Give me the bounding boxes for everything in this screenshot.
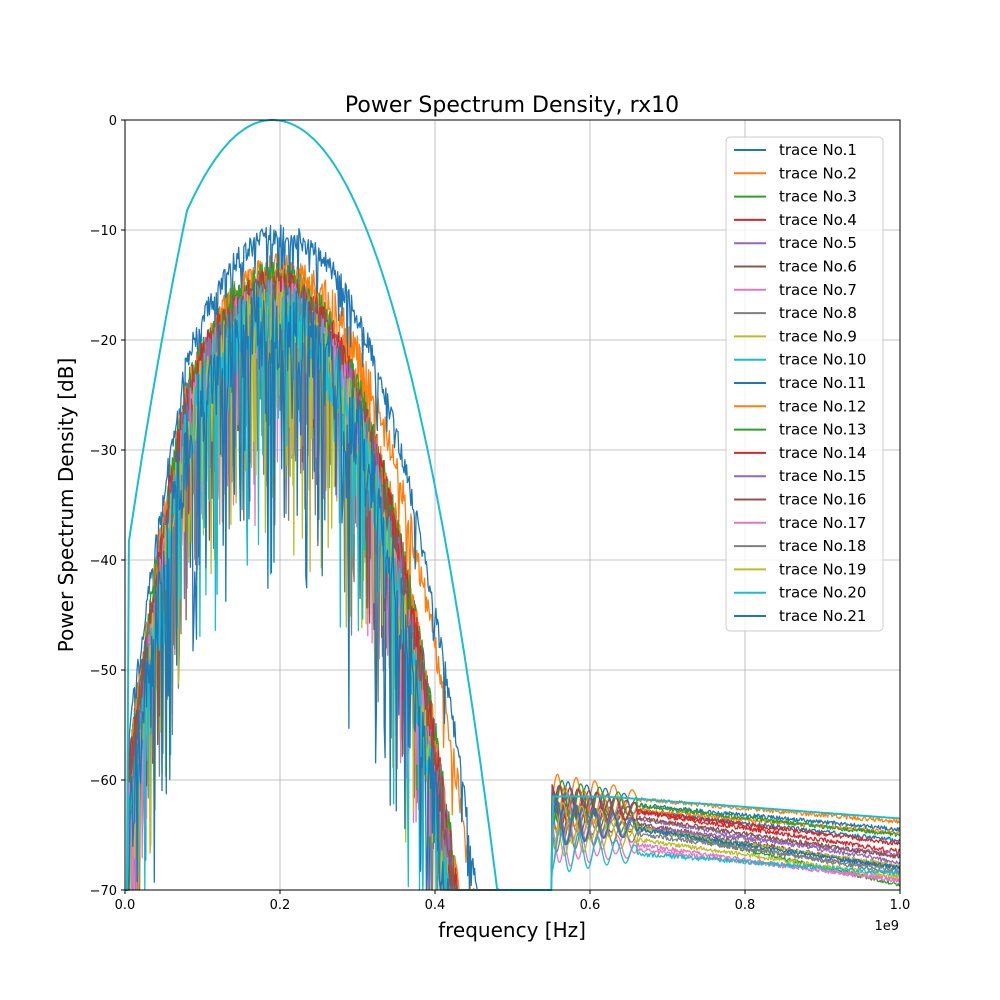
y-tick-label: −70: [90, 884, 117, 899]
x-tick-label: 1.0: [890, 898, 911, 913]
legend-label: trace No.16: [779, 491, 866, 509]
x-axis-offset-label: 1e9: [874, 919, 899, 934]
y-tick-label: −10: [90, 224, 117, 239]
legend-label: trace No.20: [779, 584, 866, 602]
legend-label: trace No.10: [779, 351, 866, 369]
axis-ticks: 0.0 0.2 0.4 0.6 0.8 1.0 0 −10 −20 −30 −40 −50 −60 −70: [90, 114, 911, 913]
x-tick-label: 0.0: [115, 898, 136, 913]
y-tick-label: −30: [90, 444, 117, 459]
legend-label: trace No.2: [779, 164, 857, 182]
y-axis-label: Power Spectrum Density [dB]: [54, 358, 78, 653]
x-tick-label: 0.4: [425, 898, 446, 913]
y-tick-label: −40: [90, 554, 117, 569]
legend-label: trace No.1: [779, 141, 857, 159]
legend-label: trace No.6: [779, 258, 857, 276]
legend-label: trace No.4: [779, 211, 857, 229]
legend-label: trace No.18: [779, 537, 866, 555]
x-axis-label: frequency [Hz]: [438, 918, 586, 942]
y-tick-label: −60: [90, 774, 117, 789]
legend-label: trace No.7: [779, 281, 857, 299]
legend-label: trace No.17: [779, 514, 866, 532]
y-tick-label: −50: [90, 664, 117, 679]
legend-frame: [725, 136, 884, 632]
legend-label: trace No.14: [779, 444, 866, 462]
x-tick-label: 0.6: [580, 898, 601, 913]
plot-area-frame: [124, 119, 901, 891]
legend-entries: trace No.1 trace No.2 trace No.3 trace No.4…: [734, 141, 866, 625]
legend-label: trace No.12: [779, 397, 866, 415]
chart-title: Power Spectrum Density, rx10: [345, 93, 679, 118]
legend-label: trace No.13: [779, 421, 866, 439]
legend-label: trace No.21: [779, 607, 866, 625]
y-tick-label: −20: [90, 334, 117, 349]
legend-label: trace No.11: [779, 374, 866, 392]
legend-label: trace No.19: [779, 560, 866, 578]
legend-label: trace No.5: [779, 234, 857, 252]
legend-label: trace No.15: [779, 467, 866, 485]
x-tick-label: 0.2: [270, 898, 291, 913]
legend-label: trace No.8: [779, 304, 857, 322]
legend-label: trace No.3: [779, 188, 857, 206]
legend-label: trace No.9: [779, 327, 857, 345]
y-tick-label: 0: [109, 114, 117, 129]
x-tick-label: 0.8: [735, 898, 756, 913]
legend: trace No.1 trace No.2 trace No.3 trace No.4…: [725, 136, 884, 632]
